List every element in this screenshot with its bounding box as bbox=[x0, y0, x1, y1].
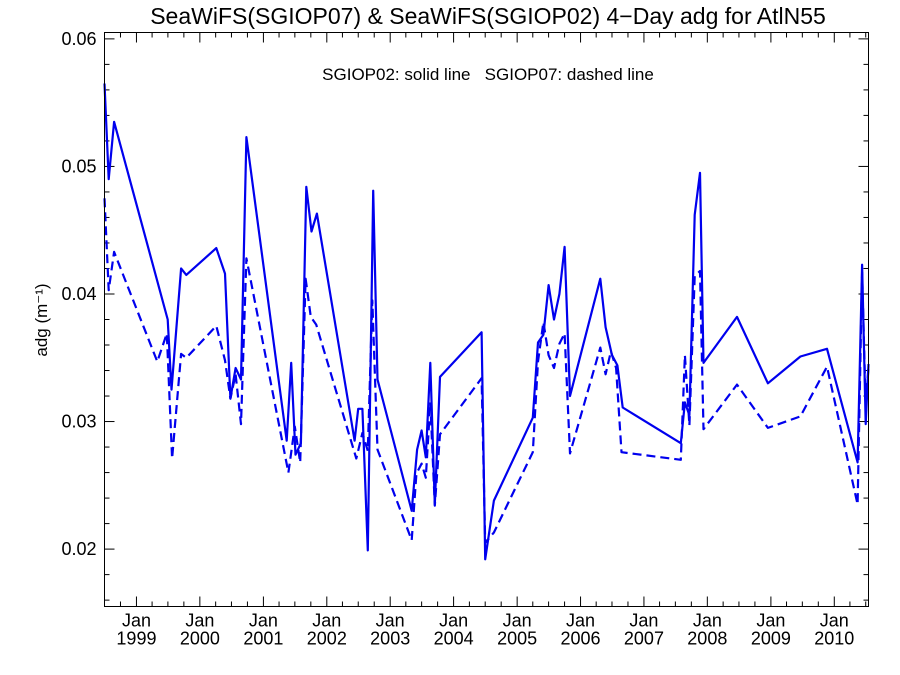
x-tick-year: 2002 bbox=[307, 629, 347, 649]
x-tick-month: Jan bbox=[122, 611, 151, 631]
x-tick-year: 2001 bbox=[243, 629, 283, 649]
x-tick-month: Jan bbox=[439, 611, 468, 631]
x-tick-month: Jan bbox=[629, 611, 658, 631]
x-tick-month: Jan bbox=[693, 611, 722, 631]
x-tick-month: Jan bbox=[503, 611, 532, 631]
x-tick-month: Jan bbox=[249, 611, 278, 631]
x-tick-year: 2010 bbox=[814, 629, 854, 649]
x-tick-month: Jan bbox=[820, 611, 849, 631]
x-tick-month: Jan bbox=[756, 611, 785, 631]
y-tick-label: 0.03 bbox=[61, 412, 96, 432]
chart-title: SeaWiFS(SGIOP07) & SeaWiFS(SGIOP02) 4−Da… bbox=[150, 3, 826, 29]
y-tick-label: 0.05 bbox=[61, 156, 96, 176]
plot-frame bbox=[104, 32, 869, 607]
x-tick-year: 2009 bbox=[751, 629, 791, 649]
x-axis: Jan1999Jan2000Jan2001Jan2002Jan2003Jan20… bbox=[104, 32, 867, 649]
series-layer bbox=[103, 83, 870, 561]
x-tick-month: Jan bbox=[566, 611, 595, 631]
x-tick-month: Jan bbox=[376, 611, 405, 631]
x-tick-year: 2004 bbox=[434, 629, 474, 649]
series-line-sgiop07 bbox=[103, 198, 870, 544]
x-tick-year: 2007 bbox=[624, 629, 664, 649]
x-tick-year: 2008 bbox=[687, 629, 727, 649]
y-tick-label: 0.06 bbox=[61, 29, 96, 49]
y-tick-label: 0.04 bbox=[61, 284, 96, 304]
x-tick-year: 2005 bbox=[497, 629, 537, 649]
y-axis: 0.02 0.03 0.04 0.05 0.06 bbox=[61, 29, 869, 601]
series-line-sgiop02 bbox=[103, 83, 870, 561]
x-tick-month: Jan bbox=[185, 611, 214, 631]
x-tick-month: Jan bbox=[312, 611, 341, 631]
x-tick-year: 2000 bbox=[180, 629, 220, 649]
legend-note: SGIOP02: solid line SGIOP07: dashed line bbox=[322, 65, 654, 84]
x-tick-year: 2006 bbox=[561, 629, 601, 649]
x-tick-year: 1999 bbox=[116, 629, 156, 649]
y-tick-label: 0.02 bbox=[61, 539, 96, 559]
x-tick-year: 2003 bbox=[370, 629, 410, 649]
y-axis-label: adg (m⁻¹) bbox=[32, 283, 51, 356]
